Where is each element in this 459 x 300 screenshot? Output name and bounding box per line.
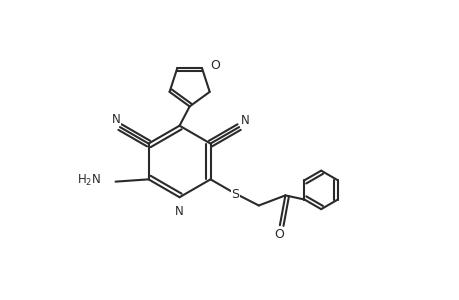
Text: O: O: [274, 228, 283, 241]
Text: N: N: [112, 113, 121, 126]
Text: N: N: [241, 114, 249, 127]
Text: H$_2$N: H$_2$N: [77, 173, 101, 188]
Text: N: N: [175, 206, 184, 218]
Text: S: S: [231, 188, 239, 201]
Text: O: O: [210, 59, 220, 73]
